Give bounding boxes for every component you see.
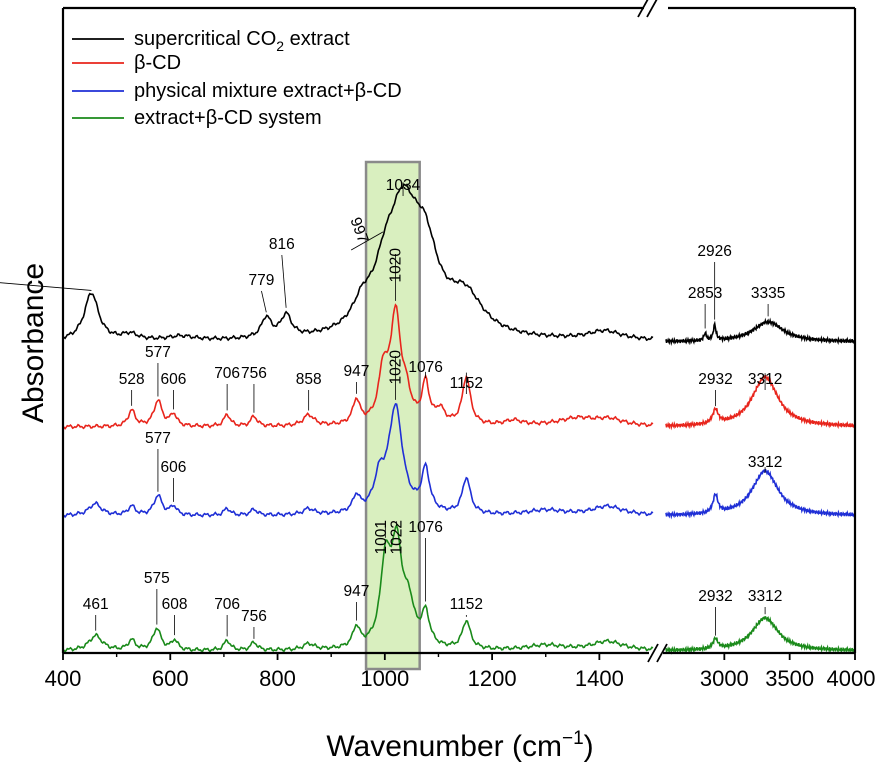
peak-label: 706 [214,596,240,613]
series-line-3-right [665,468,856,520]
axis-break-mark [647,643,659,663]
x-tick-label: 1400 [575,666,624,691]
peak-label: 756 [241,365,267,382]
y-axis-title: Absorbance [17,263,50,423]
peak-label: 1020 [388,248,405,283]
peak-label: 947 [343,363,369,380]
peak-label: 779 [249,272,275,289]
peak-label: 816 [269,236,295,253]
axis-break-mark [656,643,668,663]
peak-label: 3335 [751,285,785,302]
peak-label: 608 [162,596,188,613]
legend-label-1: supercritical CO2 extract [134,28,350,54]
x-tick-label: 400 [45,666,82,691]
axis-break-mark [637,0,649,18]
peak-label: 606 [161,371,187,388]
peak-label: 1152 [450,375,483,392]
x-axis-title: Wavenumber (cm−1) [326,728,593,763]
peak-label: 575 [144,570,170,587]
peak-label: 461 [83,596,109,613]
peak-label: 1020 [388,350,405,385]
peak-label: 1076 [408,519,442,536]
annotation-layer: 4537798169971034285329263335528577606706… [0,177,785,639]
series-line-4-right [665,616,856,655]
annotation-leader [0,282,92,291]
annotation-leader [281,254,287,308]
x-tick-label: 800 [259,666,296,691]
peak-label: 1034 [386,177,421,194]
series-line-2-left [62,303,654,430]
peak-label: 528 [119,371,145,388]
series-line-4-left [62,523,654,653]
peak-label: 2926 [697,243,731,260]
peak-label: 1152 [450,596,483,613]
axis-layer: 400 600 800 1000 1200 1400 3000 3500 4000 [45,0,876,691]
annotation-leader [350,231,384,251]
x-tick-label: 4000 [827,666,876,691]
x-tick-label: 1000 [360,666,409,691]
x-tick-label: 3000 [700,666,749,691]
peak-label: 2932 [698,371,732,388]
axis-break-mark [646,0,658,18]
peak-label: 1076 [408,359,442,376]
peak-label: 2932 [698,588,732,605]
series-line-1-right [665,317,856,346]
peak-label: 3312 [748,454,782,471]
peak-label: 1001 [373,520,390,554]
peak-label: 947 [343,583,369,600]
legend-label-2: β-CD [134,52,181,74]
series-line-2-right [665,374,856,431]
annotation-leader [261,290,267,313]
legend-label-4: extract+β-CD system [134,107,322,129]
peak-label: 577 [145,344,171,361]
peak-label: 2853 [688,285,722,302]
legend-label-3: physical mixture extract+β-CD [134,80,402,102]
series-layer [62,183,856,655]
x-tick-label: 3500 [765,666,814,691]
peak-label: 1022 [389,520,406,554]
series-line-1-left [62,183,654,342]
x-tick-label: 600 [152,666,189,691]
peak-label: 3312 [748,588,782,605]
peak-label: 3312 [748,371,782,388]
series-line-3-left [62,402,654,519]
peak-label: 756 [241,608,267,625]
peak-label: 577 [145,430,171,447]
x-tick-label: 1200 [468,666,517,691]
peak-label: 706 [214,365,240,382]
peak-label: 606 [161,459,187,476]
peak-label: 858 [296,371,322,388]
